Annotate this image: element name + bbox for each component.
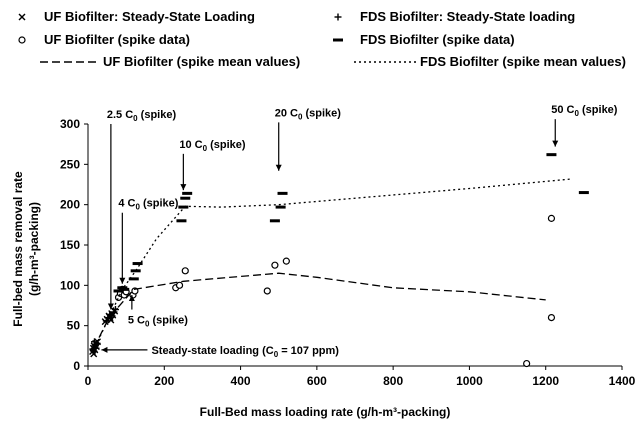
y-axis-label-line2: (g/h-m³-packing) — [27, 202, 41, 296]
plus-marker — [334, 13, 342, 21]
dash-marker — [180, 196, 191, 200]
series — [113, 153, 589, 293]
annotation-arrowhead — [119, 277, 126, 284]
circle-marker — [282, 257, 290, 265]
dash-marker — [132, 262, 143, 266]
y-axis-label: Full-bed mass removal rate (g/h-m³-packin… — [11, 171, 41, 327]
dash-marker — [113, 289, 124, 293]
dash-marker — [269, 219, 280, 223]
circle-marker — [263, 287, 271, 295]
x-marker — [18, 13, 26, 21]
circle-marker — [18, 36, 26, 44]
legend-label: UF Biofilter (spike mean values) — [103, 54, 300, 69]
legend-entry: UF Biofilter (spike data) — [18, 32, 190, 47]
annotation: 20 C0 (spike) — [275, 107, 342, 171]
annotation: 4 C0 (spike) — [118, 198, 179, 284]
annotation-arrowhead — [180, 184, 187, 191]
series — [93, 272, 546, 349]
dash-marker — [277, 191, 288, 195]
annotation: 10 C0 (spike) — [179, 139, 246, 191]
annotation: 50 C0 (spike) — [551, 104, 618, 147]
circle-marker — [175, 281, 184, 289]
series-layer — [89, 153, 589, 368]
dash-marker — [176, 219, 187, 223]
y-tick-label: 250 — [60, 157, 80, 171]
y-tick-label: 200 — [60, 198, 80, 212]
legend-label: UF Biofilter: Steady-State Loading — [44, 9, 255, 24]
legend-entry: FDS Biofilter (spike mean values) — [354, 54, 626, 69]
dash-marker — [546, 153, 557, 157]
plus-marker — [111, 306, 119, 314]
legend: UF Biofilter: Steady-State Loading FDS Bi… — [18, 9, 626, 69]
x-marker-stroke — [18, 13, 26, 21]
annotation-arrowhead — [101, 346, 108, 353]
dash-marker — [275, 205, 286, 209]
annotation-label: Steady-state loading (C0 = 107 ppm) — [151, 345, 339, 359]
annotation-arrowhead — [275, 164, 282, 171]
legend-entry: UF Biofilter (spike mean values) — [40, 54, 300, 69]
x-tick-label: 0 — [85, 374, 92, 388]
dash-marker — [178, 205, 189, 209]
annotation-label: 50 C0 (spike) — [551, 104, 618, 118]
annotation-arrowhead — [552, 140, 559, 147]
annotation-label: 20 C0 (spike) — [275, 107, 342, 121]
dash-marker — [578, 191, 589, 195]
dash-marker — [333, 38, 343, 42]
y-tick-label: 150 — [60, 238, 80, 252]
annotation: Steady-state loading (C0 = 107 ppm) — [101, 345, 339, 359]
annotation: 2.5 C0 (spike) — [107, 109, 177, 310]
axes: 0 200 400 600 800 1000 1200 1400 0 50 100 150 200 250… — [11, 117, 636, 419]
series — [93, 178, 573, 351]
legend-entry: UF Biofilter: Steady-State Loading — [18, 9, 255, 24]
annotation-label: 10 C0 (spike) — [179, 139, 246, 153]
y-tick-label: 50 — [67, 319, 81, 333]
x-axis-label: Full-Bed mass loading rate (g/h-m³-packi… — [200, 405, 451, 419]
plus-marker — [89, 346, 97, 354]
circle-marker — [181, 267, 189, 275]
legend-entry: FDS Biofilter (spike data) — [333, 32, 515, 47]
legend-label: UF Biofilter (spike data) — [44, 32, 190, 47]
circle-marker — [547, 214, 556, 222]
y-tick-label: 300 — [60, 117, 80, 131]
annotations: 2.5 C0 (spike) 4 C0 (spike) 10 C0 (spike) 2… — [101, 104, 618, 359]
fds-mean-line — [93, 178, 573, 351]
x-tick-label: 800 — [383, 374, 403, 388]
x-tick-label: 1000 — [456, 374, 483, 388]
circle-marker — [523, 359, 531, 368]
annotation-label: 2.5 C0 (spike) — [107, 109, 177, 123]
legend-label: FDS Biofilter (spike data) — [360, 32, 515, 47]
annotation: 5 C0 (spike) — [128, 295, 188, 329]
y-tick-label: 0 — [73, 359, 80, 373]
annotation-arrowhead — [128, 295, 135, 302]
y-tick-label: 100 — [60, 278, 80, 292]
annotation-label: 5 C0 (spike) — [128, 315, 188, 329]
dash-marker — [130, 269, 141, 273]
circle-marker — [271, 261, 279, 269]
legend-label: FDS Biofilter (spike mean values) — [420, 54, 626, 69]
annotation-arrowhead — [107, 303, 114, 310]
x-tick-label: 1400 — [609, 374, 636, 388]
dash-marker — [182, 191, 193, 195]
x-tick-label: 600 — [307, 374, 327, 388]
dash-marker — [119, 287, 130, 291]
annotation-label: 4 C0 (spike) — [118, 198, 178, 212]
dash-marker — [128, 277, 139, 281]
uf-mean-line — [93, 272, 546, 349]
legend-entry: FDS Biofilter: Steady-State loading — [334, 9, 575, 24]
x-tick-label: 400 — [231, 374, 251, 388]
x-marker-stroke — [107, 316, 115, 324]
y-axis-label-line1: Full-bed mass removal rate — [11, 171, 25, 327]
circle-marker — [547, 314, 556, 322]
x-tick-label: 200 — [154, 374, 174, 388]
dash-marker — [117, 286, 128, 290]
x-tick-label: 1200 — [532, 374, 559, 388]
legend-label: FDS Biofilter: Steady-State loading — [360, 9, 575, 24]
